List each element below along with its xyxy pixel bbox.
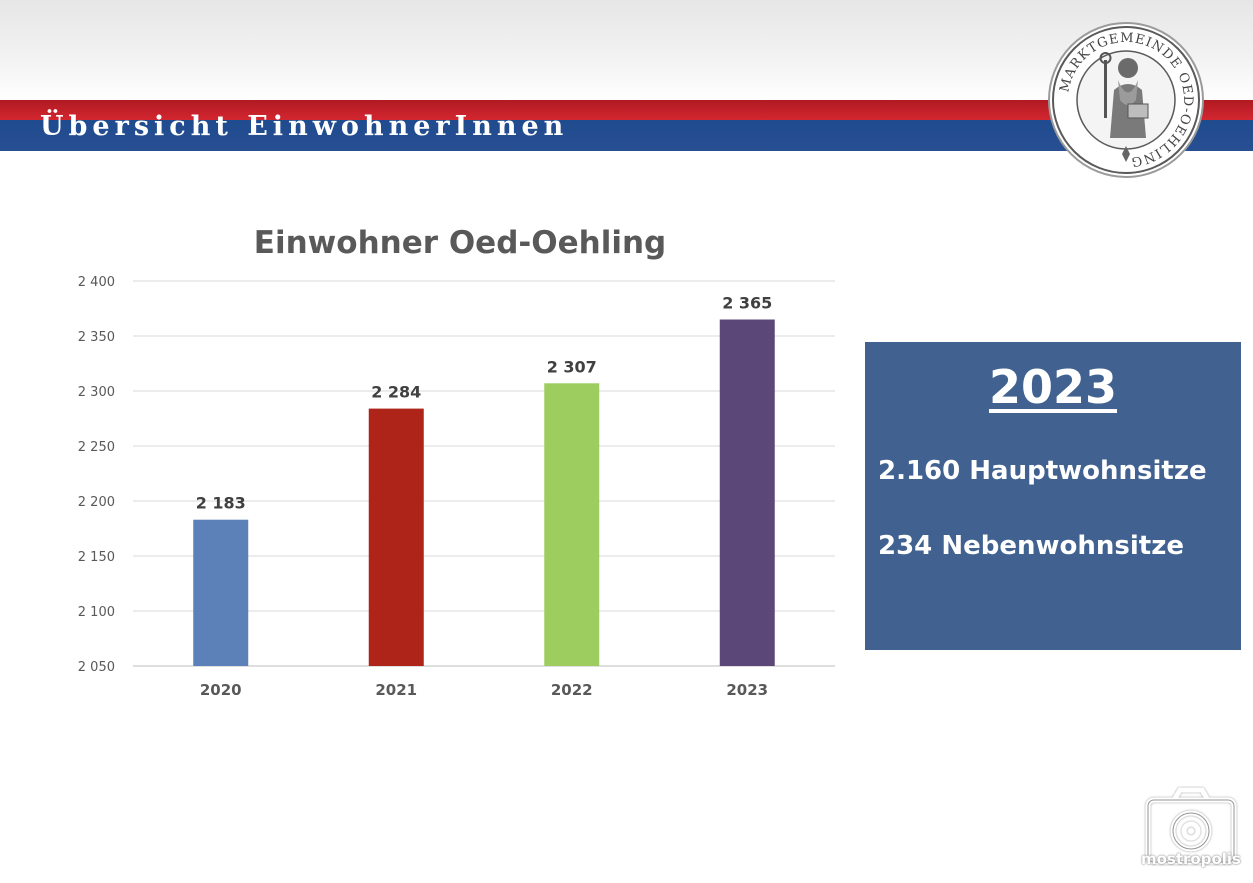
- population-summary-box: 2023 2.160 Hauptwohnsitze 234 Nebenwohns…: [865, 342, 1241, 650]
- chart-title: Einwohner Oed-Oehling: [254, 225, 666, 261]
- y-tick-label: 2 050: [78, 660, 115, 675]
- data-label: 2 284: [371, 383, 421, 402]
- summary-year: 2023: [988, 360, 1118, 414]
- y-tick-label: 2 350: [78, 330, 115, 345]
- municipality-seal-logo: MARKTGEMEINDE OED-OEHLING: [1048, 22, 1204, 178]
- y-tick-label: 2 400: [78, 275, 115, 290]
- watermark-label: mostropolis: [1141, 850, 1241, 868]
- data-label: 2 307: [547, 357, 597, 376]
- header-background: [0, 0, 1253, 102]
- bar-2022: [544, 383, 600, 666]
- x-tick-label: 2020: [200, 681, 242, 699]
- bar-2021: [368, 408, 424, 666]
- x-tick-label: 2022: [551, 681, 593, 699]
- population-bar-chart: Einwohner Oed-Oehling 2 050 2 100 2 150 2 2…: [78, 225, 835, 699]
- page-title: Übersicht EinwohnerInnen: [40, 111, 569, 142]
- bar-2020: [193, 519, 249, 666]
- main-residences-count: 2.160 Hauptwohnsitze: [878, 456, 1207, 486]
- camera-icon: [1145, 787, 1237, 865]
- bar-2023: [719, 319, 775, 666]
- header-blue-band: [0, 120, 1253, 151]
- x-tick-label: 2021: [375, 681, 417, 699]
- data-label: 2 365: [722, 294, 772, 313]
- secondary-residences-count: 234 Nebenwohnsitze: [878, 531, 1184, 561]
- data-label: 2 183: [196, 494, 246, 513]
- y-tick-label: 2 150: [78, 550, 115, 565]
- x-tick-label: 2023: [726, 681, 768, 699]
- y-tick-label: 2 200: [78, 495, 115, 510]
- y-tick-label: 2 250: [78, 440, 115, 455]
- y-tick-label: 2 100: [78, 605, 115, 620]
- y-tick-label: 2 300: [78, 385, 115, 400]
- header-red-band: [0, 100, 1253, 120]
